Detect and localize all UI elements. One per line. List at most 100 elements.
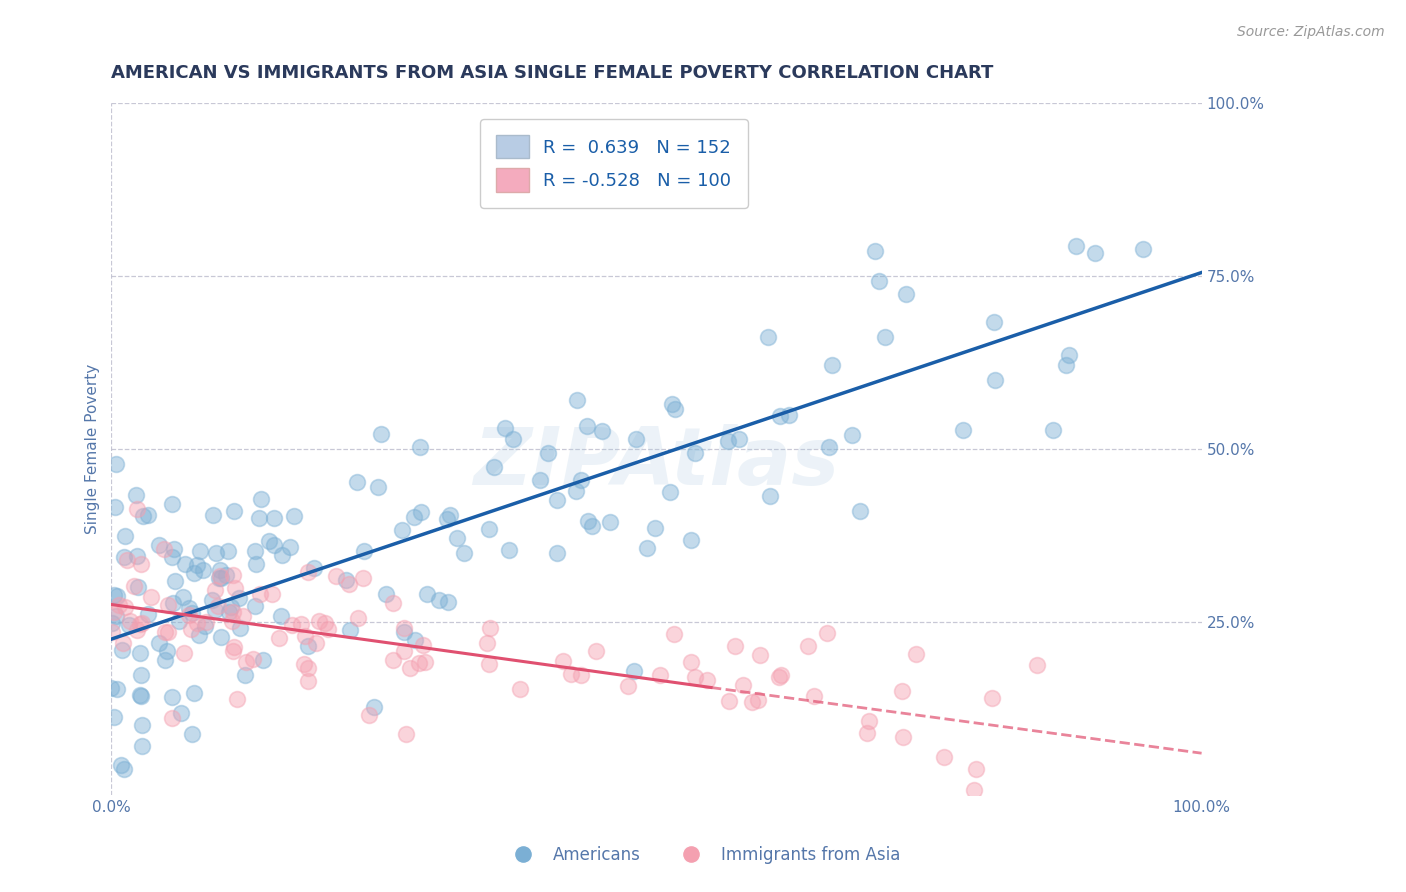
Point	[591, 425, 613, 439]
Point	[821, 358, 844, 372]
Point	[724, 639, 747, 653]
Point	[1042, 423, 1064, 437]
Point	[644, 521, 666, 535]
Point	[529, 473, 551, 487]
Point	[1084, 245, 1107, 260]
Point	[165, 574, 187, 589]
Point	[297, 673, 319, 688]
Y-axis label: Single Female Poverty: Single Female Poverty	[86, 364, 100, 534]
Point	[659, 484, 682, 499]
Point	[952, 423, 974, 437]
Point	[180, 622, 202, 636]
Point	[370, 426, 392, 441]
Point	[408, 656, 430, 670]
Point	[252, 653, 274, 667]
Point	[1026, 658, 1049, 673]
Point	[891, 683, 914, 698]
Point	[181, 606, 204, 620]
Point	[118, 614, 141, 628]
Point	[186, 615, 208, 630]
Point	[224, 581, 246, 595]
Point	[183, 686, 205, 700]
Point	[292, 657, 315, 671]
Point	[114, 529, 136, 543]
Point	[398, 660, 420, 674]
Point	[392, 625, 415, 640]
Point	[148, 538, 170, 552]
Point	[110, 758, 132, 772]
Point	[446, 532, 468, 546]
Point	[759, 489, 782, 503]
Point	[194, 615, 217, 629]
Point	[235, 655, 257, 669]
Point	[222, 503, 245, 517]
Point	[114, 600, 136, 615]
Point	[661, 397, 683, 411]
Point	[624, 432, 647, 446]
Point	[560, 666, 582, 681]
Point	[841, 427, 863, 442]
Point	[221, 614, 243, 628]
Point	[392, 621, 415, 635]
Point	[478, 621, 501, 635]
Point	[617, 679, 640, 693]
Point	[125, 488, 148, 502]
Legend: R =  0.639   N = 152, R = -0.528   N = 100: R = 0.639 N = 152, R = -0.528 N = 100	[481, 119, 748, 208]
Point	[394, 727, 416, 741]
Point	[267, 632, 290, 646]
Point	[599, 515, 621, 529]
Point	[290, 617, 312, 632]
Point	[191, 563, 214, 577]
Point	[502, 433, 524, 447]
Point	[681, 533, 703, 547]
Point	[681, 656, 703, 670]
Point	[204, 583, 226, 598]
Point	[249, 511, 271, 525]
Point	[302, 560, 325, 574]
Point	[209, 630, 232, 644]
Point	[209, 563, 232, 577]
Point	[138, 607, 160, 621]
Point	[105, 608, 128, 623]
Point	[727, 432, 749, 446]
Point	[217, 544, 239, 558]
Point	[381, 653, 404, 667]
Point	[747, 693, 769, 707]
Point	[983, 315, 1005, 329]
Point	[131, 689, 153, 703]
Point	[260, 587, 283, 601]
Point	[683, 669, 706, 683]
Point	[1054, 358, 1077, 372]
Point	[101, 624, 124, 639]
Point	[1064, 239, 1087, 253]
Point	[848, 504, 870, 518]
Point	[546, 546, 568, 560]
Point	[478, 522, 501, 536]
Point	[569, 473, 592, 487]
Point	[263, 538, 285, 552]
Point	[756, 330, 779, 344]
Point	[224, 640, 246, 654]
Point	[281, 617, 304, 632]
Point	[207, 599, 229, 614]
Point	[155, 625, 177, 640]
Point	[127, 549, 149, 563]
Point	[308, 614, 330, 628]
Point	[297, 661, 319, 675]
Point	[181, 727, 204, 741]
Point	[131, 718, 153, 732]
Point	[115, 553, 138, 567]
Point	[565, 484, 588, 499]
Point	[177, 608, 200, 623]
Point	[229, 621, 252, 635]
Point	[891, 731, 914, 745]
Point	[314, 615, 336, 630]
Point	[204, 545, 226, 559]
Point	[748, 648, 770, 663]
Point	[769, 409, 792, 423]
Point	[478, 657, 501, 671]
Point	[125, 624, 148, 638]
Point	[148, 635, 170, 649]
Point	[636, 541, 658, 555]
Point	[416, 587, 439, 601]
